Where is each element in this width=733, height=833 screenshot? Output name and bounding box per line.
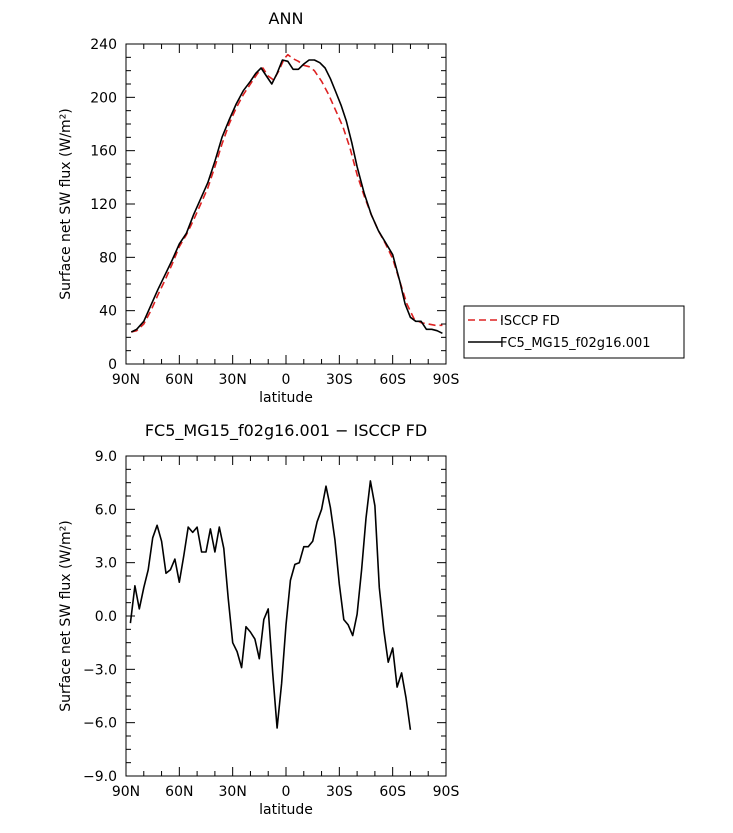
y-tick-label: 80: [99, 250, 117, 266]
x-tick-label: 60N: [165, 784, 193, 800]
x-tick-label: 30N: [219, 372, 247, 388]
x-tick-label: 90N: [112, 784, 140, 800]
plot-frame: [125, 43, 447, 365]
y-tick-label: 240: [90, 37, 117, 53]
y-tick-label: −3.0: [83, 662, 117, 678]
x-tick-label: 90N: [112, 372, 140, 388]
x-tick-label: 0: [282, 372, 291, 388]
y-tick-label: 3.0: [95, 556, 117, 572]
y-tick-label: 120: [90, 197, 117, 213]
x-tick-label: 60S: [379, 372, 406, 388]
y-tick-label: 200: [90, 90, 117, 106]
panel-1: 90N 60N 30N 0 30S 60S 90S 0 40 80 120 160 200 240 ANN l…: [58, 9, 685, 406]
x-tick-label: 30N: [219, 784, 247, 800]
y-tick-label: −9.0: [83, 769, 117, 785]
y-tick-label: −6.0: [83, 716, 117, 732]
legend: ISCCP FD FC5_MG15_f02g16.001: [463, 305, 685, 359]
x-tick-label: 90S: [433, 784, 460, 800]
series-line-1: [129, 480, 412, 730]
legend-box: [463, 305, 685, 359]
y-tick-label: 160: [90, 144, 117, 160]
y-axis-title: Surface net SW flux (W/m²): [58, 108, 74, 300]
x-tick-label: 60N: [165, 372, 193, 388]
x-tick-label: 0: [282, 784, 291, 800]
series-line-2: [130, 59, 443, 335]
y-tick-label: 0.0: [95, 609, 117, 625]
x-tick-label: 60S: [379, 784, 406, 800]
y-tick-label: 40: [99, 304, 117, 320]
x-axis-title: latitude: [259, 802, 313, 818]
plot-frame: [125, 455, 447, 777]
x-tick-label: 30S: [326, 784, 353, 800]
y-axis-title: Surface net SW flux (W/m²): [58, 520, 74, 712]
x-tick-label: 30S: [326, 372, 353, 388]
series-line-1: [131, 53, 443, 333]
chart-title: FC5_MG15_f02g16.001 − ISCCP FD: [145, 421, 427, 441]
y-tick-label: 0: [108, 357, 117, 373]
legend-label-2: FC5_MG15_f02g16.001: [500, 336, 651, 351]
panel-2: 90N 60N 30N 0 30S 60S 90S −9.0 −6.0 −3.0 0.0 3.0 6.0…: [58, 421, 459, 818]
chart-title: ANN: [269, 9, 304, 28]
y-tick-label: 9.0: [95, 449, 117, 465]
x-axis-title: latitude: [259, 390, 313, 406]
y-tick-label: 6.0: [95, 502, 117, 518]
x-tick-label: 90S: [433, 372, 460, 388]
legend-label-1: ISCCP FD: [500, 314, 560, 329]
